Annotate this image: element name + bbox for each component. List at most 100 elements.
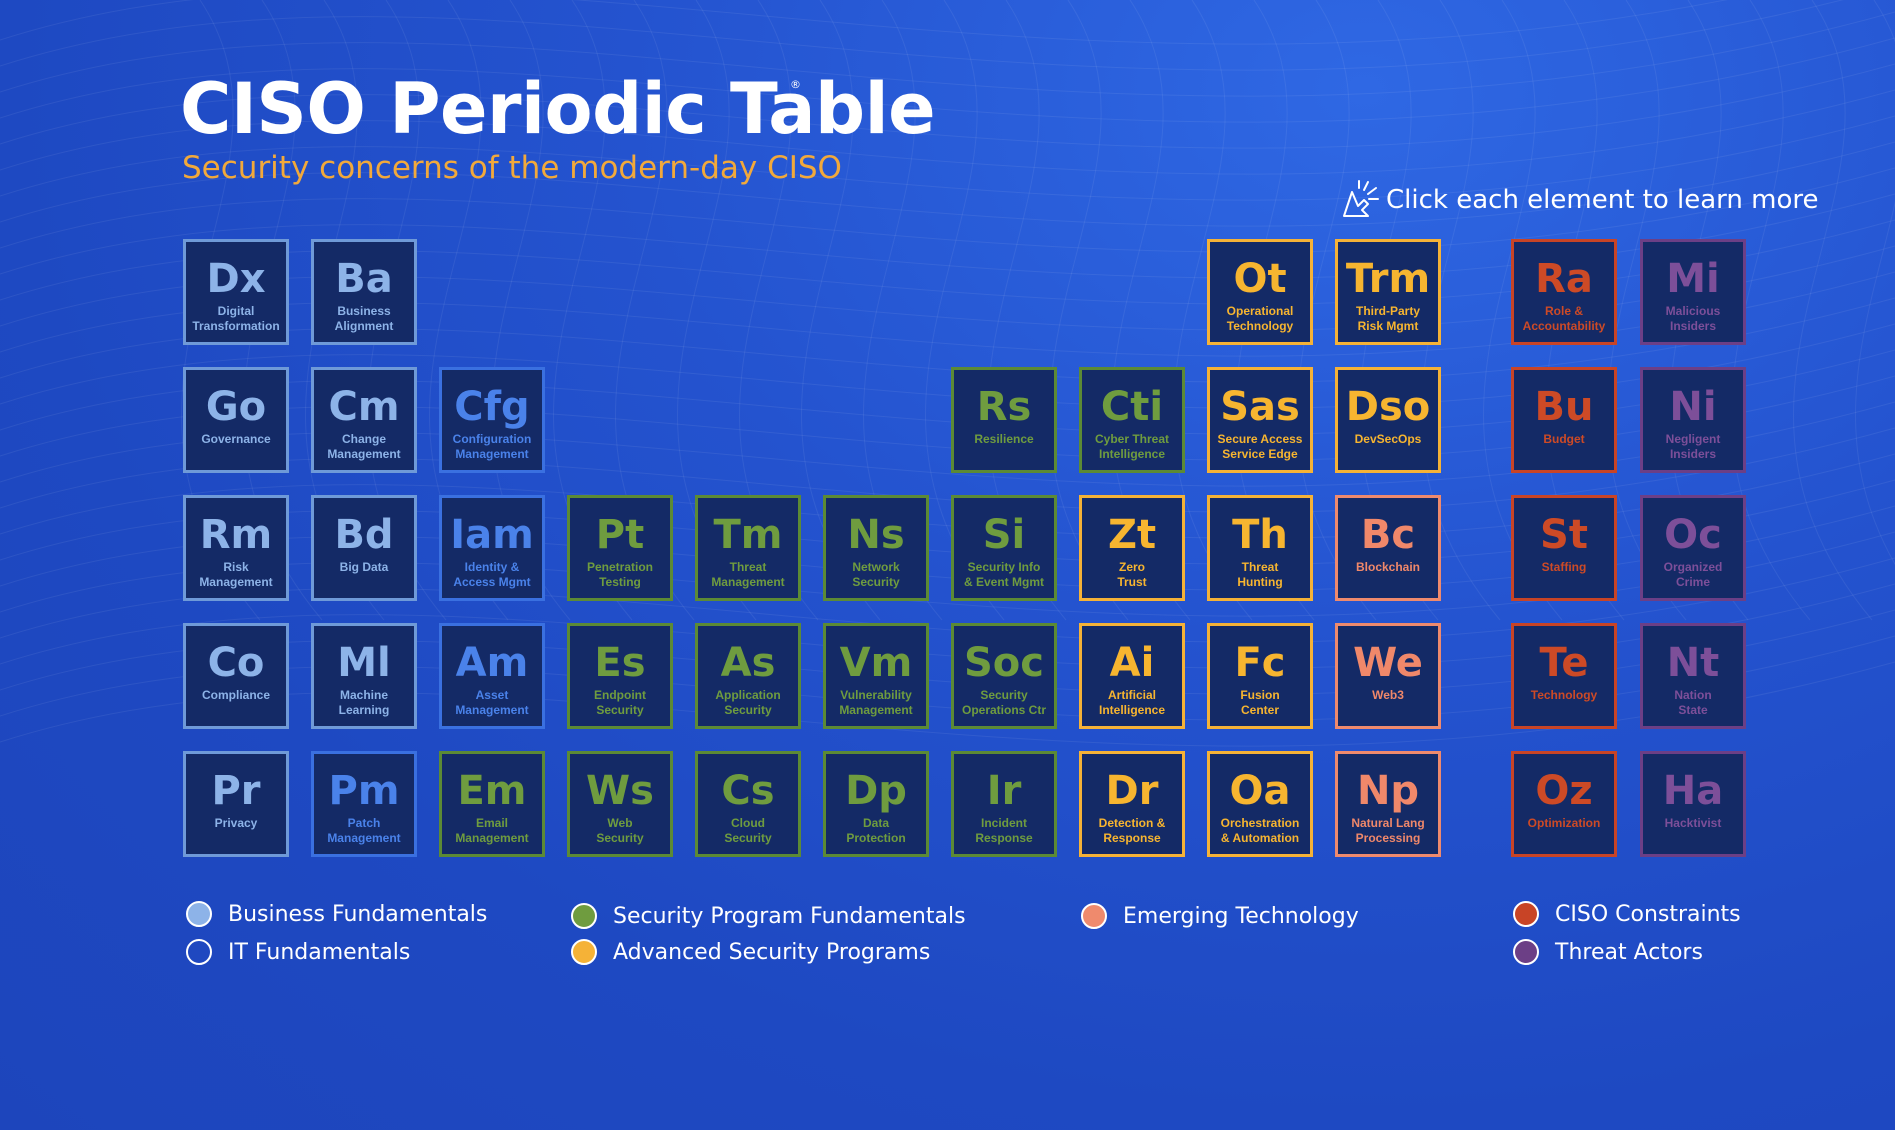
element-tile-nt[interactable]: Nt Nation State xyxy=(1640,623,1746,729)
element-symbol: Cm xyxy=(328,384,400,430)
legend-security-program-fundamentals: Security Program Fundamentals xyxy=(571,903,966,929)
element-symbol: Si xyxy=(982,512,1026,558)
element-tile-cti[interactable]: Cti Cyber Threat Intelligence xyxy=(1079,367,1185,473)
element-tile-sas[interactable]: Sas Secure Access Service Edge xyxy=(1207,367,1313,473)
element-tile-oc[interactable]: Oc Organized Crime xyxy=(1640,495,1746,601)
element-tile-ba[interactable]: Ba Business Alignment xyxy=(311,239,417,345)
element-tile-soc[interactable]: Soc Security Operations Ctr xyxy=(951,623,1057,729)
element-name: Endpoint Security xyxy=(594,688,646,717)
element-symbol: Ha xyxy=(1662,768,1724,814)
element-symbol: Am xyxy=(455,640,529,686)
element-name: Staffing xyxy=(1541,560,1587,574)
element-tile-pm[interactable]: Pm Patch Management xyxy=(311,751,417,857)
element-name: Risk Management xyxy=(199,560,273,589)
element-tile-am[interactable]: Am Asset Management xyxy=(439,623,545,729)
element-tile-cs[interactable]: Cs Cloud Security xyxy=(695,751,801,857)
element-name: Digital Transformation xyxy=(192,304,280,333)
element-tile-go[interactable]: Go Governance xyxy=(183,367,289,473)
click-hint-text: Click each element to learn more xyxy=(1386,185,1819,215)
element-name: Optimization xyxy=(1527,816,1601,830)
element-tile-as[interactable]: As Application Security xyxy=(695,623,801,729)
element-tile-em[interactable]: Em Email Management xyxy=(439,751,545,857)
element-symbol: Fc xyxy=(1234,640,1286,686)
element-symbol: Ai xyxy=(1109,640,1155,686)
element-symbol: St xyxy=(1540,512,1588,558)
element-tile-ml[interactable]: Ml Machine Learning xyxy=(311,623,417,729)
element-symbol: Mi xyxy=(1666,256,1720,302)
element-name: Negligent Insiders xyxy=(1665,432,1721,461)
element-tile-th[interactable]: Th Threat Hunting xyxy=(1207,495,1313,601)
element-name: Organized Crime xyxy=(1663,560,1723,589)
element-name: Fusion Center xyxy=(1240,688,1280,717)
element-tile-st[interactable]: St Staffing xyxy=(1511,495,1617,601)
element-symbol: Oz xyxy=(1535,768,1593,814)
element-symbol: Ws xyxy=(586,768,654,814)
element-tile-oa[interactable]: Oa Orchestration & Automation xyxy=(1207,751,1313,857)
element-name: Application Security xyxy=(715,688,781,717)
element-tile-ai[interactable]: Ai Artificial Intelligence xyxy=(1079,623,1185,729)
element-tile-oz[interactable]: Oz Optimization xyxy=(1511,751,1617,857)
element-symbol: Ns xyxy=(847,512,905,558)
legend-swatch xyxy=(571,939,597,965)
element-symbol: Nt xyxy=(1666,640,1720,686)
element-tile-ha[interactable]: Ha Hacktivist xyxy=(1640,751,1746,857)
element-tile-dr[interactable]: Dr Detection & Response xyxy=(1079,751,1185,857)
element-symbol: As xyxy=(720,640,776,686)
element-tile-ni[interactable]: Ni Negligent Insiders xyxy=(1640,367,1746,473)
element-tile-we[interactable]: We Web3 xyxy=(1335,623,1441,729)
element-tile-si[interactable]: Si Security Info & Event Mgmt xyxy=(951,495,1057,601)
element-tile-te[interactable]: Te Technology xyxy=(1511,623,1617,729)
element-tile-bu[interactable]: Bu Budget xyxy=(1511,367,1617,473)
element-name: Detection & Response xyxy=(1098,816,1166,845)
element-tile-ra[interactable]: Ra Role & Accountability xyxy=(1511,239,1617,345)
element-symbol: Np xyxy=(1356,768,1420,814)
element-symbol: Co xyxy=(207,640,265,686)
element-tile-dso[interactable]: Dso DevSecOps xyxy=(1335,367,1441,473)
element-name: Governance xyxy=(201,432,271,446)
element-name: Compliance xyxy=(201,688,270,702)
element-tile-bd[interactable]: Bd Big Data xyxy=(311,495,417,601)
element-tile-pt[interactable]: Pt Penetration Testing xyxy=(567,495,673,601)
element-tile-tm[interactable]: Tm Threat Management xyxy=(695,495,801,601)
element-tile-trm[interactable]: Trm Third-Party Risk Mgmt xyxy=(1335,239,1441,345)
element-symbol: Ba xyxy=(335,256,393,302)
element-symbol: Ir xyxy=(986,768,1022,814)
element-tile-zt[interactable]: Zt Zero Trust xyxy=(1079,495,1185,601)
legend-swatch xyxy=(186,939,212,965)
element-tile-iam[interactable]: Iam Identity & Access Mgmt xyxy=(439,495,545,601)
element-tile-np[interactable]: Np Natural Lang Processing xyxy=(1335,751,1441,857)
element-tile-ot[interactable]: Ot Operational Technology xyxy=(1207,239,1313,345)
element-name: Zero Trust xyxy=(1117,560,1147,589)
element-symbol: Rm xyxy=(199,512,273,558)
element-name: Third-Party Risk Mgmt xyxy=(1355,304,1420,333)
element-symbol: Vm xyxy=(839,640,913,686)
element-tile-es[interactable]: Es Endpoint Security xyxy=(567,623,673,729)
element-tile-dx[interactable]: Dx Digital Transformation xyxy=(183,239,289,345)
element-tile-rs[interactable]: Rs Resilience xyxy=(951,367,1057,473)
element-tile-vm[interactable]: Vm Vulnerability Management xyxy=(823,623,929,729)
element-name: Blockchain xyxy=(1355,560,1421,574)
element-tile-dp[interactable]: Dp Data Protection xyxy=(823,751,929,857)
element-tile-bc[interactable]: Bc Blockchain xyxy=(1335,495,1441,601)
element-name: Cloud Security xyxy=(724,816,772,845)
element-tile-ws[interactable]: Ws Web Security xyxy=(567,751,673,857)
legend-swatch xyxy=(1513,939,1539,965)
element-tile-fc[interactable]: Fc Fusion Center xyxy=(1207,623,1313,729)
element-symbol: Soc xyxy=(964,640,1044,686)
element-symbol: Th xyxy=(1232,512,1288,558)
element-name: Network Security xyxy=(852,560,900,589)
element-tile-cm[interactable]: Cm Change Management xyxy=(311,367,417,473)
element-name: Role & Accountability xyxy=(1522,304,1606,333)
element-tile-pr[interactable]: Pr Privacy xyxy=(183,751,289,857)
element-tile-cfg[interactable]: Cfg Configuration Management xyxy=(439,367,545,473)
element-name: Security Operations Ctr xyxy=(961,688,1046,717)
element-symbol: Te xyxy=(1539,640,1589,686)
element-tile-rm[interactable]: Rm Risk Management xyxy=(183,495,289,601)
element-tile-mi[interactable]: Mi Malicious Insiders xyxy=(1640,239,1746,345)
element-symbol: We xyxy=(1353,640,1423,686)
element-name: Identity & Access Mgmt xyxy=(453,560,531,589)
element-tile-ns[interactable]: Ns Network Security xyxy=(823,495,929,601)
element-tile-co[interactable]: Co Compliance xyxy=(183,623,289,729)
element-name: Big Data xyxy=(339,560,389,574)
element-tile-ir[interactable]: Ir Incident Response xyxy=(951,751,1057,857)
